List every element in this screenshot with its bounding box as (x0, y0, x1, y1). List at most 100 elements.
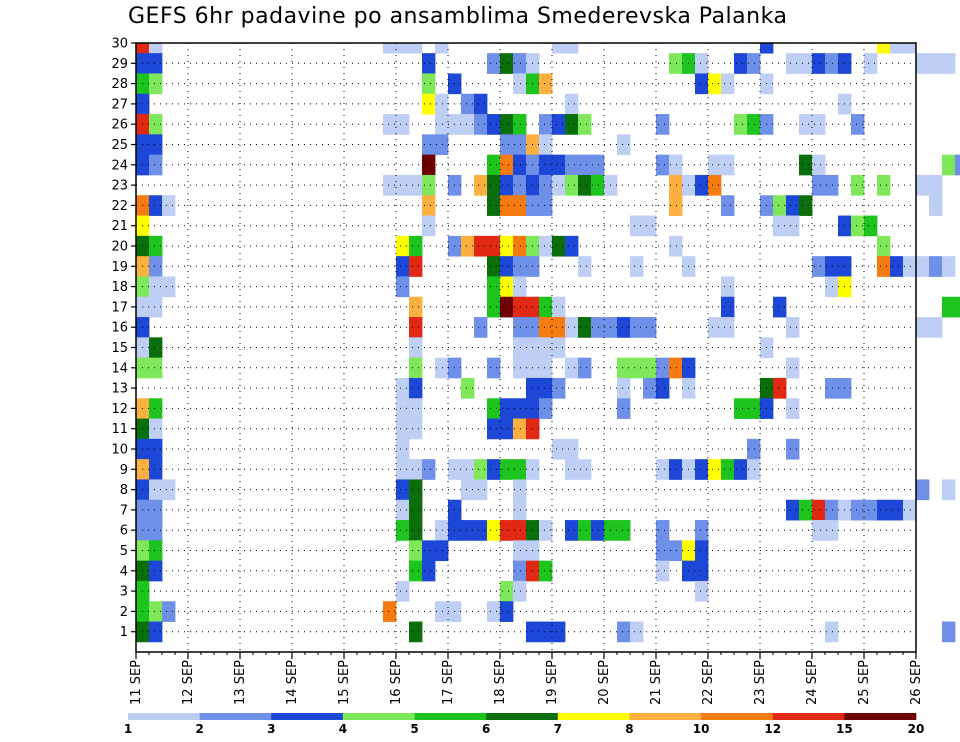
heatmap-cell (513, 53, 527, 74)
heatmap-cell (773, 377, 787, 399)
heatmap-cell (487, 276, 501, 298)
heatmap-cell (149, 43, 163, 54)
heatmap-cell (474, 235, 488, 257)
heatmap-cell (695, 174, 709, 196)
heatmap-cell (500, 256, 514, 277)
heatmap-cell (721, 459, 735, 480)
heatmap-cell (474, 174, 488, 196)
heatmap-cell (149, 357, 163, 379)
y-tick-label: 15 (111, 341, 128, 356)
heatmap-cell (474, 93, 488, 115)
y-tick-label: 28 (111, 77, 128, 92)
heatmap-cells (136, 43, 960, 643)
heatmap-cell (500, 418, 514, 440)
heatmap-cell (396, 499, 410, 521)
heatmap-cell (578, 357, 592, 379)
heatmap-cell (383, 601, 397, 622)
heatmap-cell (136, 43, 150, 54)
heatmap-cell (539, 154, 553, 176)
heatmap-cell (149, 621, 163, 643)
heatmap-cell (487, 174, 501, 196)
heatmap-cell (162, 195, 176, 216)
heatmap-cell (513, 560, 527, 582)
grid-lines (136, 43, 916, 652)
heatmap-cell (669, 357, 683, 379)
heatmap-cell (487, 357, 501, 379)
heatmap-cell (695, 580, 709, 602)
heatmap-cell (409, 357, 423, 379)
heatmap-cell (721, 276, 735, 298)
heatmap-cell (591, 520, 605, 541)
heatmap-cell (422, 134, 436, 156)
heatmap-cell (578, 317, 592, 338)
heatmap-cell (903, 43, 917, 54)
heatmap-cell (539, 337, 553, 359)
heatmap-cell (812, 53, 826, 74)
heatmap-cell (773, 215, 787, 237)
x-tick-label: 15 SEP (337, 660, 352, 705)
heatmap-cell (396, 174, 410, 196)
legend-tick-label: 2 (195, 722, 203, 736)
y-tick-label: 9 (120, 463, 128, 478)
legend-tick-label: 1 (124, 722, 132, 736)
heatmap-cell (552, 235, 566, 257)
heatmap-cell (929, 174, 943, 196)
heatmap-cell (552, 337, 566, 359)
heatmap-cell (487, 296, 501, 318)
heatmap-cell (539, 73, 553, 95)
heatmap-cell (409, 317, 423, 338)
heatmap-cell (695, 53, 709, 74)
heatmap-cell (747, 114, 761, 135)
heatmap-cell (825, 276, 839, 298)
heatmap-cell (695, 560, 709, 582)
legend-color-swatch (342, 713, 415, 720)
heatmap-cell (877, 499, 891, 521)
heatmap-cell (864, 499, 878, 521)
heatmap-cell (877, 256, 891, 277)
heatmap-cell (942, 256, 956, 277)
heatmap-cell (487, 53, 501, 74)
heatmap-cell (500, 195, 514, 216)
heatmap-cell (591, 174, 605, 196)
heatmap-cell (890, 256, 904, 277)
heatmap-cell (513, 296, 527, 318)
heatmap-cell (513, 174, 527, 196)
heatmap-cell (825, 520, 839, 541)
heatmap-cell (396, 114, 410, 135)
heatmap-cell (149, 499, 163, 521)
heatmap-cell (552, 154, 566, 176)
heatmap-cell (396, 235, 410, 257)
heatmap-cell (409, 560, 423, 582)
heatmap-cell (630, 621, 644, 643)
y-tick-label: 26 (111, 118, 128, 133)
heatmap-cell (409, 621, 423, 643)
heatmap-cell (721, 73, 735, 95)
heatmap-cell (617, 317, 631, 338)
heatmap-cell (942, 154, 956, 176)
x-tick-label: 21 SEP (649, 660, 664, 705)
heatmap-cell (552, 438, 566, 460)
heatmap-cell (799, 53, 813, 74)
heatmap-cell (409, 540, 423, 562)
heatmap-cell (422, 540, 436, 562)
heatmap-cell (942, 53, 956, 74)
heatmap-cell (877, 235, 891, 257)
heatmap-cell (747, 459, 761, 480)
heatmap-cell (695, 520, 709, 541)
color-legend: 1 2 3 4 5 6 7 8 10 12 15 20 (124, 713, 924, 736)
heatmap-cell (903, 499, 917, 521)
heatmap-cell (539, 398, 553, 419)
chart-title: GEFS 6hr padavine po ansamblima Smederev… (128, 4, 788, 29)
heatmap-cell (552, 377, 566, 399)
heatmap-cell (422, 195, 436, 216)
heatmap-cell (851, 114, 865, 135)
heatmap-cell (487, 256, 501, 277)
y-tick-label: 10 (111, 443, 128, 458)
heatmap-cell (500, 520, 514, 541)
heatmap-cell (162, 479, 176, 501)
heatmap-cell (656, 154, 670, 176)
heatmap-cell (435, 357, 449, 379)
heatmap-cell (409, 418, 423, 440)
heatmap-cell (747, 438, 761, 460)
